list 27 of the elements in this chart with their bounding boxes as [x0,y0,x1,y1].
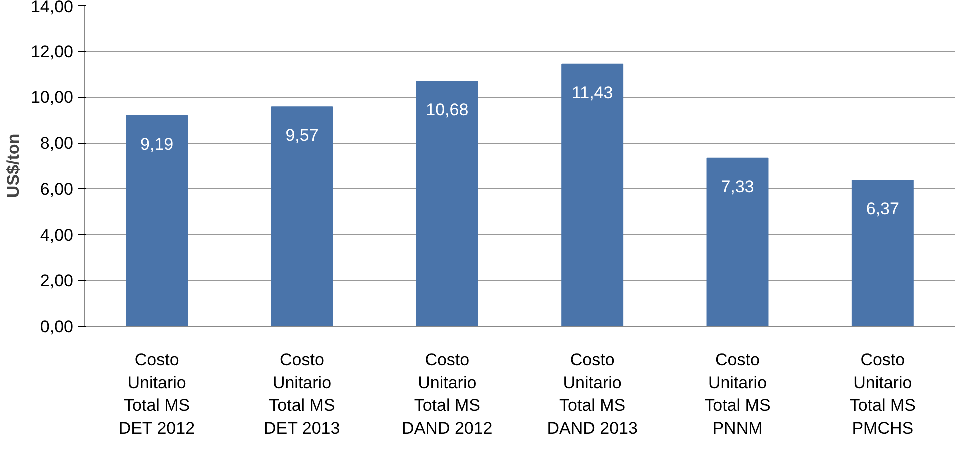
x-tick-label: Costo Unitario Total MS DET 2013 [264,350,340,438]
x-tick-label: Costo Unitario Total MS PNNM [704,350,771,438]
y-tick-label: 14,00 [30,0,74,16]
y-tick-label: 4,00 [40,226,74,245]
x-tick-label: Costo Unitario Total MS DAND 2012 [402,350,493,438]
bar [271,106,334,326]
y-tick-label: 2,00 [40,272,74,291]
data-label: 11,43 [572,83,614,102]
x-tick-label: Costo Unitario Total MS DAND 2013 [547,350,638,438]
y-axis-title: US$/ton [4,134,23,198]
y-tick-label: 8,00 [40,134,74,154]
bar [562,64,624,326]
bar [706,158,769,326]
y-tick-label: 10,00 [30,88,74,108]
data-label: 9,57 [286,126,319,146]
data-label: 9,19 [140,134,174,154]
y-tick-label: 6,00 [40,180,74,199]
bar [416,81,478,326]
bar [852,180,914,326]
data-label: 6,37 [866,199,900,218]
y-tick-label: 12,00 [30,42,74,62]
data-label: 7,33 [721,177,754,196]
x-tick-label: Costo Unitario Total MS PMCHS [850,350,916,438]
y-tick-label: 0,00 [40,318,74,336]
x-tick-label: Costo Unitario Total MS DET 2012 [118,350,196,438]
data-label: 10,68 [426,100,469,120]
bar [126,115,188,326]
